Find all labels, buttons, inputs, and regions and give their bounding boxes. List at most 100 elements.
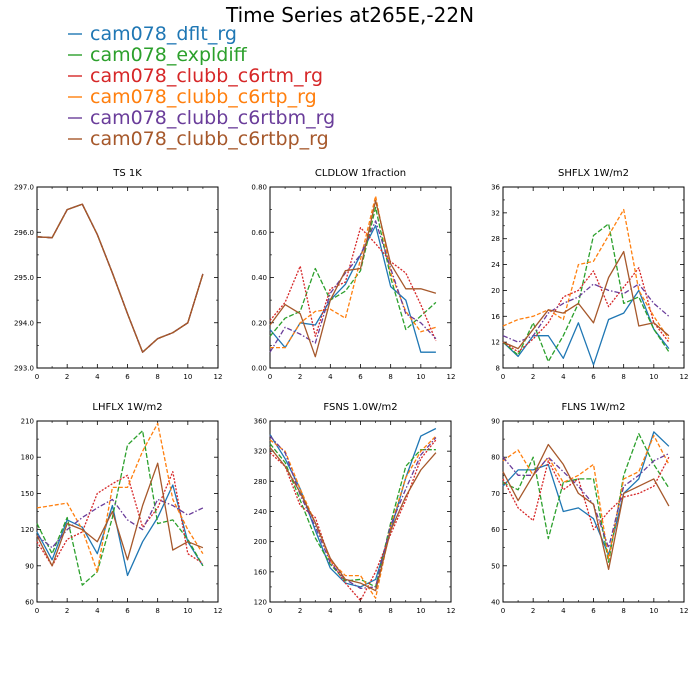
y-tick-label: 295.0 <box>14 274 34 282</box>
y-tick-label: 20 <box>491 287 500 295</box>
series-line <box>36 484 204 577</box>
y-tick-label: 32 <box>491 209 500 217</box>
panel-title: SHFLX 1W/m2 <box>558 168 629 179</box>
chart-panel: LHFLX 1W/m2 60 90 120 150 180 210 0 2 4 6 8 10 12 <box>21 402 223 615</box>
chart-panel: CLDLOW 1fraction 0.00 0.20 0.40 0.60 0.80 0 2 4 6… <box>251 168 455 381</box>
y-tick-label: 160 <box>254 568 267 576</box>
legend-entry: cam078_clubb_c6rtm_rg <box>68 65 323 87</box>
figure-title: Time Series at265E,-22N <box>225 3 474 27</box>
x-tick-label: 12 <box>680 373 689 381</box>
series-line <box>269 435 437 599</box>
y-tick-label: 200 <box>254 538 267 546</box>
legend-entry: cam078_expldiff <box>68 44 248 66</box>
legend-entry: cam078_clubb_c6rtp_rg <box>68 86 317 108</box>
panel-title: CLDLOW 1fraction <box>315 168 406 179</box>
x-tick-label: 8 <box>621 607 625 615</box>
x-tick-label: 8 <box>155 607 159 615</box>
x-tick-label: 10 <box>183 373 192 381</box>
series-line <box>36 471 204 567</box>
x-tick-label: 6 <box>358 607 363 615</box>
y-tick-label: 0.40 <box>251 274 267 282</box>
series-line <box>502 443 670 571</box>
series-line <box>502 453 670 549</box>
x-tick-label: 10 <box>416 607 425 615</box>
chart-panel: FLNS 1W/m2 40 50 60 70 80 90 0 2 4 6 8 10 12 <box>491 402 688 615</box>
series-line <box>269 443 436 588</box>
y-tick-label: 0.20 <box>251 319 267 327</box>
x-tick-label: 6 <box>125 607 130 615</box>
y-tick-label: 180 <box>21 454 34 462</box>
x-tick-label: 0 <box>268 373 272 381</box>
panel-title: FSNS 1.0W/m2 <box>323 402 397 413</box>
series-line <box>502 434 670 560</box>
x-tick-label: 8 <box>388 607 392 615</box>
y-tick-label: 120 <box>21 526 34 534</box>
x-tick-label: 4 <box>328 607 333 615</box>
series-line <box>502 289 670 366</box>
y-tick-label: 36 <box>491 184 500 192</box>
x-tick-label: 4 <box>561 373 566 381</box>
y-tick-label: 0.60 <box>251 229 267 237</box>
x-tick-label: 0 <box>35 607 39 615</box>
x-tick-label: 12 <box>214 607 223 615</box>
y-tick-label: 70 <box>491 490 500 498</box>
x-tick-label: 0 <box>268 607 272 615</box>
legend-label: cam078_clubb_c6rtbp_rg <box>90 128 329 150</box>
y-tick-label: 90 <box>491 418 500 426</box>
x-tick-label: 10 <box>416 373 425 381</box>
x-tick-label: 4 <box>95 373 100 381</box>
x-tick-label: 4 <box>95 607 100 615</box>
x-tick-label: 12 <box>447 607 456 615</box>
panel-title: FLNS 1W/m2 <box>561 402 625 413</box>
x-tick-label: 12 <box>447 373 456 381</box>
y-tick-label: 12 <box>491 339 500 347</box>
legend-label: cam078_clubb_c6rtbm_rg <box>90 107 335 129</box>
series-line <box>502 433 670 563</box>
x-tick-label: 10 <box>183 607 192 615</box>
x-tick-label: 2 <box>65 373 69 381</box>
y-tick-label: 60 <box>491 526 500 534</box>
y-tick-label: 40 <box>491 599 500 607</box>
series-line <box>269 220 437 353</box>
series-line <box>502 267 670 353</box>
y-tick-label: 80 <box>491 454 500 462</box>
series-line <box>36 498 204 549</box>
y-tick-label: 60 <box>25 599 34 607</box>
x-tick-label: 8 <box>388 373 392 381</box>
x-tick-label: 0 <box>35 373 39 381</box>
y-tick-label: 16 <box>491 313 500 321</box>
x-tick-label: 6 <box>358 373 363 381</box>
y-tick-label: 280 <box>254 478 267 486</box>
x-tick-label: 10 <box>649 373 658 381</box>
series-line <box>502 283 670 343</box>
y-tick-label: 90 <box>25 562 34 570</box>
y-tick-label: 50 <box>491 562 500 570</box>
x-tick-label: 0 <box>501 607 505 615</box>
legend-label: cam078_dflt_rg <box>90 23 237 45</box>
chart-panel: TS 1K 293.0 294.0 295.0 296.0 297.0 0 2 4 6 8 10 12 <box>14 168 223 381</box>
x-tick-label: 8 <box>155 373 159 381</box>
x-tick-label: 2 <box>531 607 535 615</box>
series-line <box>269 427 437 588</box>
legend-label: cam078_expldiff <box>90 44 248 66</box>
y-tick-label: 210 <box>21 418 34 426</box>
y-tick-label: 28 <box>491 235 500 243</box>
x-tick-label: 4 <box>328 373 333 381</box>
y-tick-label: 8 <box>496 365 500 373</box>
series-line <box>502 250 670 350</box>
legend-label: cam078_clubb_c6rtm_rg <box>90 65 323 87</box>
y-tick-label: 293.0 <box>14 365 34 373</box>
series-line <box>36 430 204 586</box>
legend-entry: cam078_clubb_c6rtbm_rg <box>68 107 335 129</box>
series-line <box>502 223 670 363</box>
legend-label: cam078_clubb_c6rtp_rg <box>90 86 317 108</box>
x-tick-label: 0 <box>501 373 505 381</box>
y-tick-label: 294.0 <box>14 319 34 327</box>
legend-entry: cam078_dflt_rg <box>68 23 237 45</box>
y-tick-label: 360 <box>254 418 267 426</box>
y-tick-label: 150 <box>21 490 34 498</box>
